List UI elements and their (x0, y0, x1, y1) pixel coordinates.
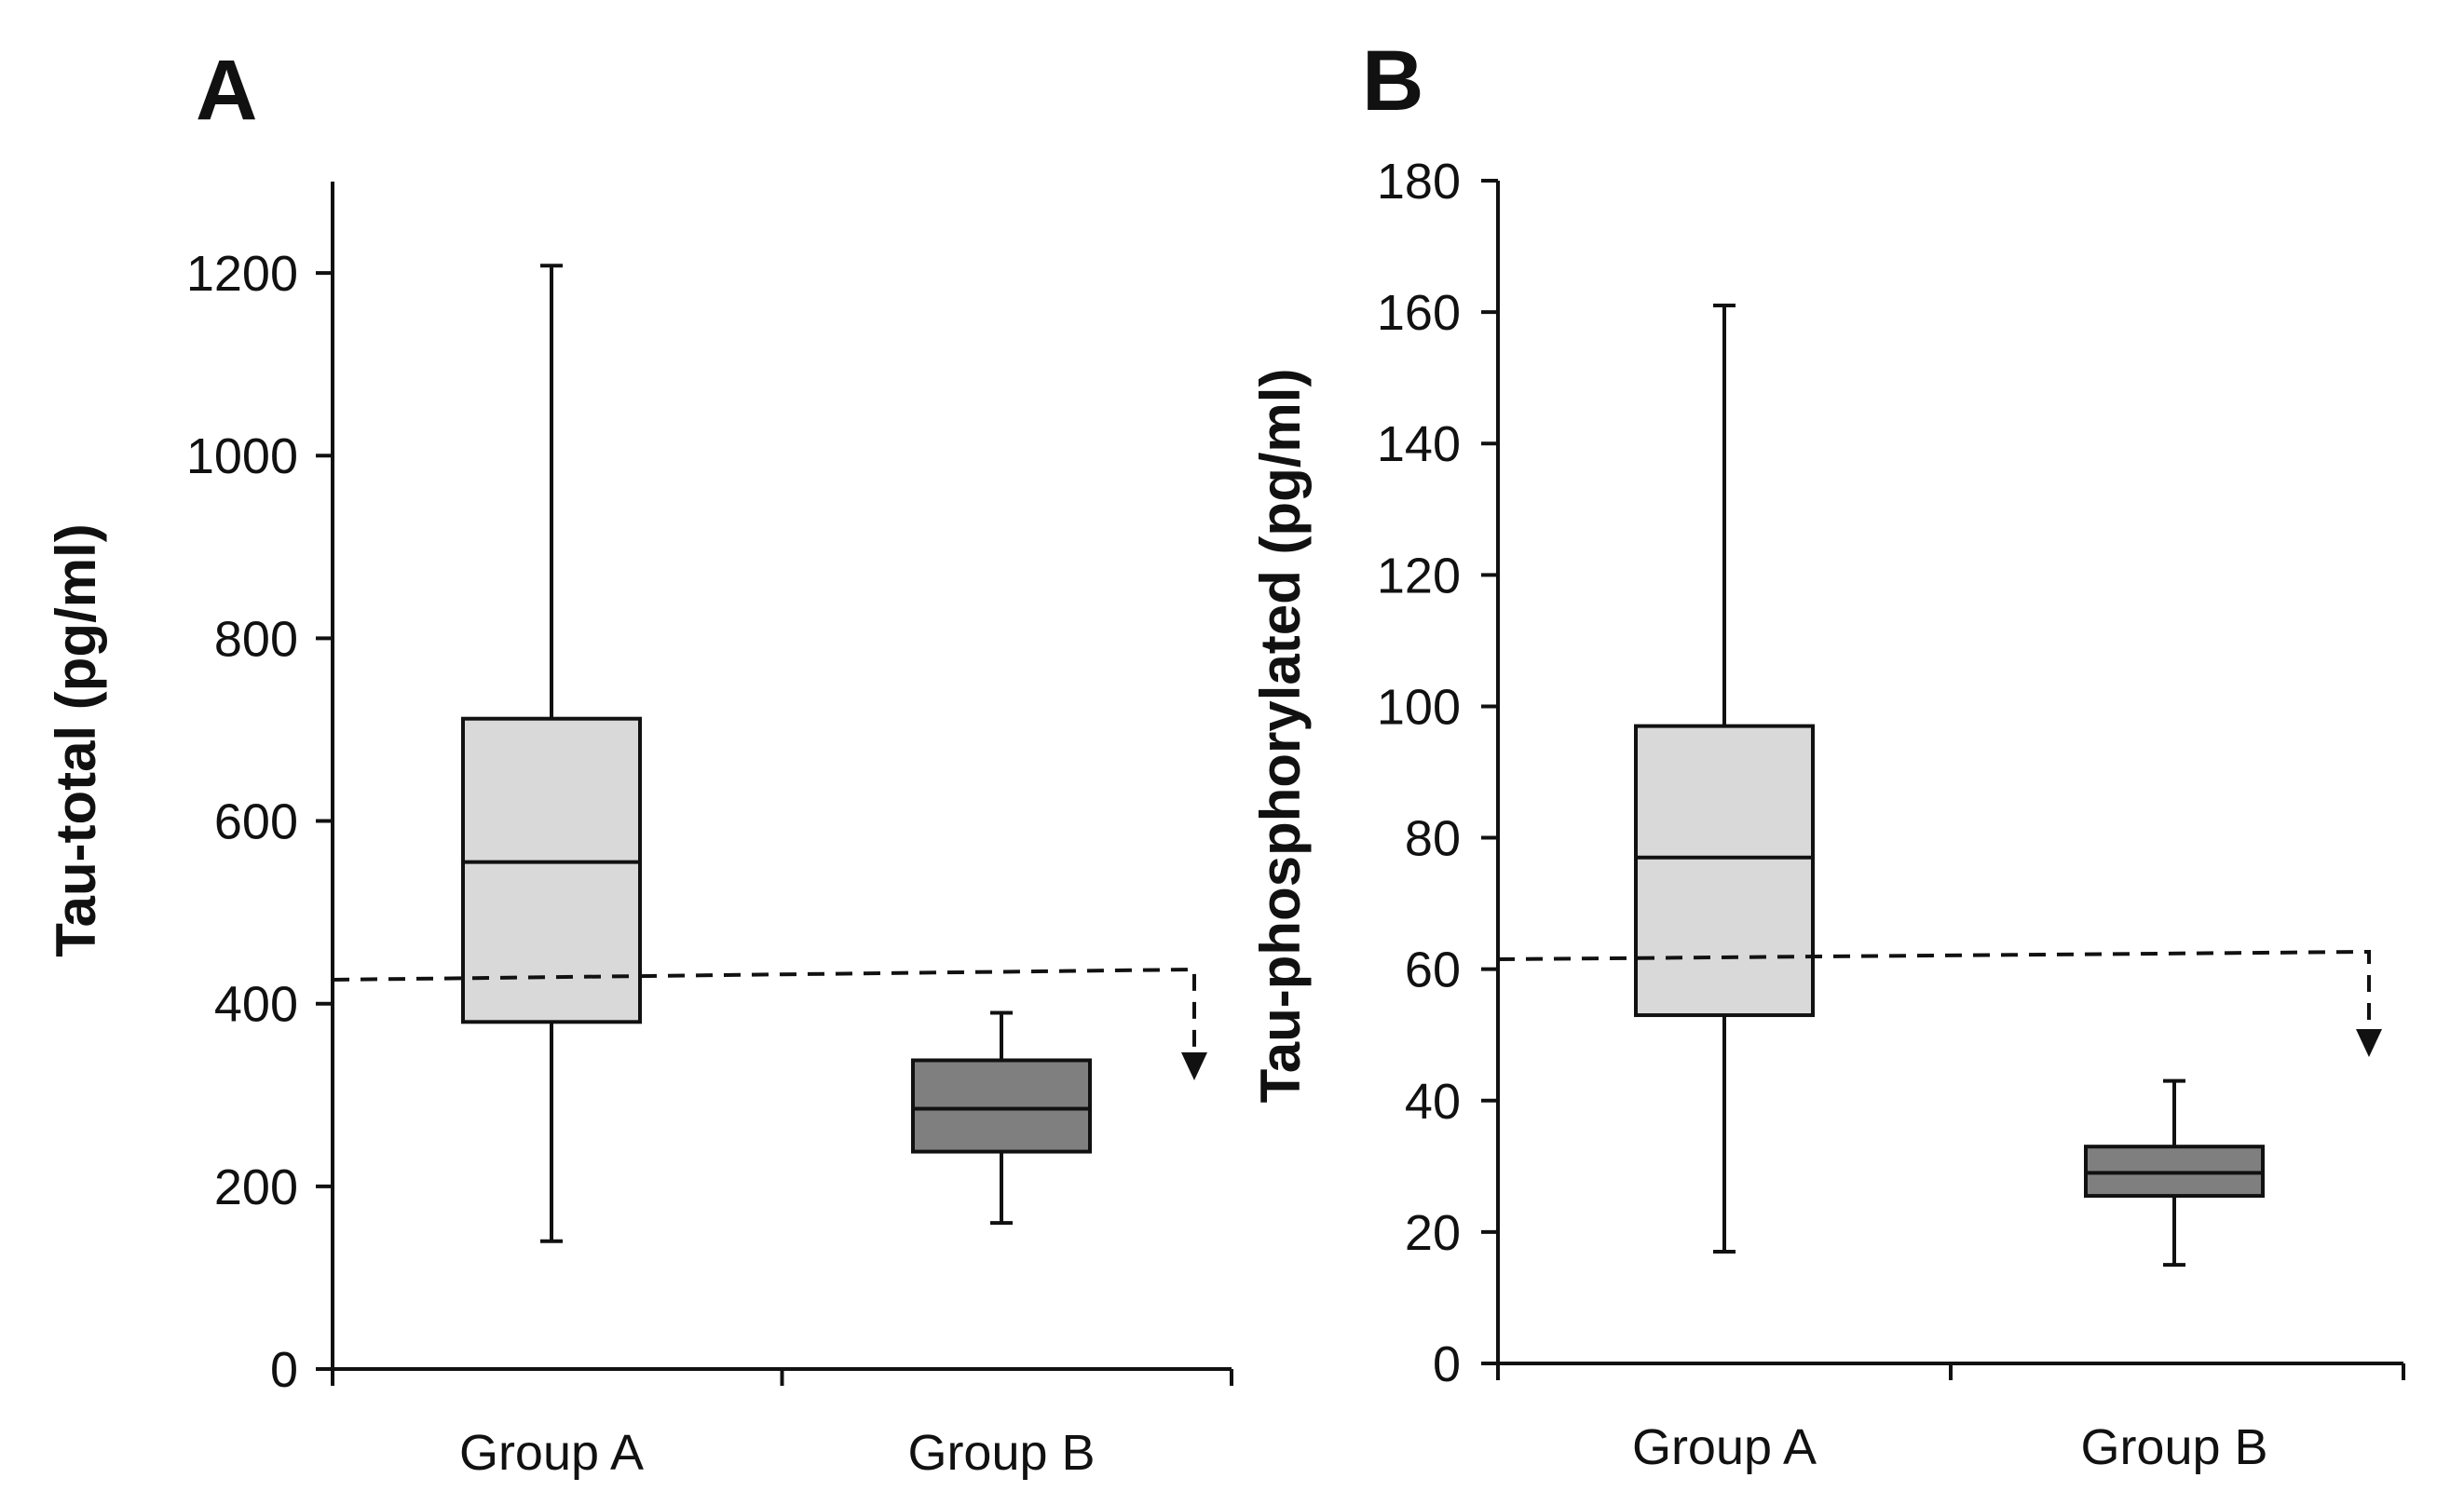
panel-a-y-tick-label: 0 (270, 1342, 298, 1398)
panel-b-y-tick-label: 100 (1377, 679, 1461, 735)
panel-b-y-tick-label: 0 (1433, 1336, 1461, 1392)
iqr-box (911, 1058, 1092, 1154)
panel-b-box-group-a (1634, 304, 1815, 1254)
panel-a-letter: A (196, 43, 257, 138)
panel-a-y-tick-label: 1000 (186, 428, 298, 484)
panel-b-y-tick-label: 40 (1405, 1074, 1461, 1130)
panel-b-y-tick-label: 140 (1377, 416, 1461, 472)
panel-b: B Tau-phosphorylated (pg/ml) 0 20 40 60 80 10… (1249, 34, 2405, 1475)
cutoff-dashed-line (332, 967, 1196, 1056)
panel-b-y-tick-label: 80 (1405, 811, 1461, 867)
panel-a-box-group-a (461, 264, 642, 1243)
panel-a-cutoff (332, 967, 1207, 1080)
panel-b-y-tick-label: 60 (1405, 942, 1461, 998)
iqr-box (1634, 724, 1815, 1018)
panel-b-letter: B (1362, 34, 1423, 129)
panel-a-y-tick-label: 600 (214, 794, 298, 850)
panel-a-category-label: Group B (907, 1425, 1095, 1481)
panel-b-y-axis-title: Tau-phosphorylated (pg/ml) (1249, 369, 1312, 1104)
panel-b-y-tick-label: 20 (1405, 1205, 1461, 1261)
panel-a-y-tick-label: 1200 (186, 246, 298, 302)
panel-b-category-label: Group B (2080, 1419, 2267, 1475)
panel-a-y-tick-label: 200 (214, 1159, 298, 1215)
cutoff-arrow-head (2356, 1029, 2382, 1057)
panel-b-category-label: Group A (1632, 1419, 1817, 1475)
cutoff-arrow-head (1181, 1052, 1207, 1080)
panel-b-box-group-b (2084, 1078, 2265, 1268)
panel-a-y-tick-label: 800 (214, 611, 298, 667)
panel-b-y-tick-label: 120 (1377, 548, 1461, 603)
panel-b-y-tick-label: 160 (1377, 285, 1461, 341)
panel-a-box-group-b (911, 1010, 1092, 1226)
panel-b-y-tick-label: 180 (1377, 154, 1461, 210)
panel-a-plot: 0 200 400 600 800 1000 1200 Group A Group B (186, 182, 1233, 1481)
panel-a-y-tick-label: 400 (214, 977, 298, 1033)
panel-a-y-axis-title: Tau-total (pg/ml) (45, 523, 107, 956)
iqr-box (461, 716, 642, 1024)
panel-b-cutoff (1497, 949, 2382, 1057)
panel-a-category-label: Group A (459, 1425, 644, 1481)
panel-a: A Tau-total (pg/ml) 0 200 400 600 800 1000 120… (45, 43, 1233, 1481)
cutoff-dashed-line (1497, 949, 2371, 1033)
panel-b-plot: 0 20 40 60 80 100 120 140 160 180 Group A Group B (1377, 154, 2405, 1475)
